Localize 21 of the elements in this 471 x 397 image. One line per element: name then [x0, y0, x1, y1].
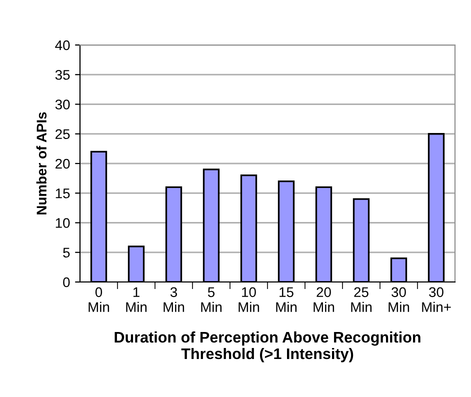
- x-tick-label: 15 Min: [276, 287, 297, 312]
- x-tick-label: 1 Min: [126, 287, 147, 312]
- x-tick-label: 25 Min: [351, 287, 372, 312]
- y-axis-title: Number of APIs: [36, 112, 47, 214]
- x-tick-label: 5 Min: [201, 287, 222, 312]
- x-tick-label: 3 Min: [164, 287, 184, 312]
- y-tick-label: 10: [56, 218, 70, 228]
- x-tick-label: 10 Min: [238, 287, 260, 312]
- y-tick-label: 40: [55, 40, 70, 50]
- y-tick-label: 30: [55, 100, 70, 110]
- y-tick-label: 20: [56, 158, 70, 169]
- x-tick-label: 20 Min: [314, 287, 334, 312]
- x-tick-label: 30 Min+: [422, 287, 451, 312]
- x-axis-title: Duration of Perception Above Recognition Threshold (>1 Intensity): [114, 331, 420, 362]
- y-tick-label: 25: [56, 129, 70, 140]
- y-tick-label: 35: [55, 70, 70, 80]
- y-tick-label: 5: [63, 248, 70, 258]
- y-tick-label: 15: [56, 188, 70, 198]
- x-tick-label: 30 Min: [388, 287, 410, 312]
- y-tick-label: 0: [63, 277, 70, 288]
- x-tick-label: 0 Min: [88, 287, 110, 312]
